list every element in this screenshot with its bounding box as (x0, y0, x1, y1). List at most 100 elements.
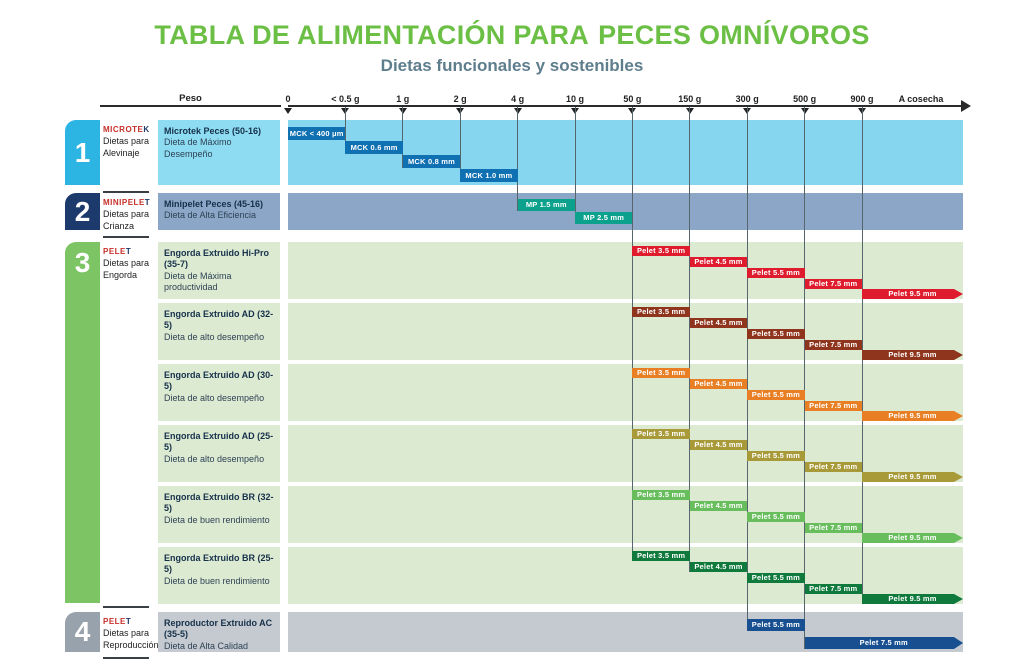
feed-size-bar: MP 2.5 mm (575, 212, 633, 224)
group-number-badge: 3 (65, 242, 100, 603)
axis-gridline (574, 107, 576, 224)
feed-size-bar-label: Pelet 4.5 mm (694, 501, 743, 510)
label-underline (103, 606, 149, 608)
product-label-card: Microtek Peces (50-16) Dieta de Máximo De… (158, 120, 280, 185)
product-desc: Dieta de alto desempeño (164, 392, 265, 403)
group-number-badge: 2 (65, 193, 100, 230)
feed-size-bar: Pelet 4.5 mm (689, 318, 748, 328)
axis-tick-label: 500 g (793, 94, 817, 104)
group-label-cell: PELET Dietas para Reproducción (103, 617, 159, 651)
category-label: Dietas para (103, 136, 150, 146)
feed-size-bar: MCK < 400 μm (288, 127, 346, 140)
axis-tick-label: 10 g (565, 94, 584, 104)
feed-size-bar-label: Pelet 9.5 mm (888, 350, 937, 359)
feed-size-bar-label: Pelet 5.5 mm (751, 573, 801, 582)
feed-size-bar: Pelet 4.5 mm (689, 257, 748, 267)
brand-label: MICROTEK (103, 125, 150, 134)
feed-size-bar-label: MP 2.5 mm (583, 213, 625, 222)
feed-size-bar: Pelet 5.5 mm (747, 619, 805, 631)
axis-tick-marker-icon (284, 108, 292, 114)
feed-size-bar: Pelet 4.5 mm (689, 440, 748, 450)
product-track (288, 425, 963, 482)
product-desc: Dieta de buen rendimiento (164, 575, 270, 586)
feed-size-bar-label: Pelet 4.5 mm (694, 257, 743, 266)
feed-size-bar-label: Pelet 9.5 mm (888, 533, 937, 542)
product-label-card: Engorda Extruido BR (25-5) Dieta de buen … (158, 547, 280, 604)
feed-size-bar: Pelet 9.5 mm (862, 350, 963, 360)
product-name: Engorda Extruido BR (25-5) (164, 553, 274, 575)
feed-size-bar: Pelet 5.5 mm (747, 268, 805, 278)
title-prefix: TABLA DE ALIMENTACIÓN PARA (154, 20, 590, 50)
feed-size-bar: Pelet 7.5 mm (804, 401, 862, 411)
category-stage-label: Alevinaje (103, 147, 140, 158)
feed-size-bar: Pelet 9.5 mm (862, 533, 963, 543)
feed-size-bar-label: Pelet 5.5 mm (751, 620, 801, 629)
product-name: Engorda Extruido AD (25-5) (164, 431, 274, 453)
feed-size-bar: Pelet 3.5 mm (632, 368, 690, 378)
page-subtitle: Dietas funcionales y sostenibles (380, 56, 644, 75)
axis-gridline (746, 107, 748, 631)
group-number-badge: 1 (65, 120, 100, 185)
feed-size-bar: Pelet 5.5 mm (747, 512, 805, 522)
axis-tick-label: 0 (285, 94, 291, 104)
feed-size-bar: Pelet 4.5 mm (689, 379, 748, 389)
feed-size-bar-label: Pelet 4.5 mm (694, 379, 743, 388)
feed-size-bar: Pelet 3.5 mm (632, 246, 690, 256)
feed-size-bar-label: Pelet 9.5 mm (888, 472, 937, 481)
brand-label: MINIPELET (103, 198, 151, 207)
axis-arrow-icon (961, 100, 971, 112)
product-track (288, 303, 963, 360)
product-track (288, 547, 963, 604)
page-title: TABLA DE ALIMENTACIÓN PARA PECES OMNÍVORO… (0, 20, 1024, 51)
feed-size-bar: MCK 1.0 mm (460, 169, 518, 182)
feed-size-bar-label: Pelet 9.5 mm (888, 594, 937, 603)
product-desc: Dieta de Máxima productividad (164, 270, 232, 292)
axis-line (288, 105, 963, 107)
feed-size-bar: Pelet 5.5 mm (747, 573, 805, 583)
product-label-card: Engorda Extruido AD (25-5) Dieta de alto … (158, 425, 280, 482)
label-underline (103, 191, 149, 193)
feed-size-bar: Pelet 7.5 mm (804, 462, 862, 472)
feed-size-bar-label: Pelet 5.5 mm (751, 512, 801, 521)
label-underline (103, 236, 149, 238)
product-label-card: Minipelet Peces (45-16) Dieta de Alta Efi… (158, 193, 280, 230)
feed-size-bar-label: Pelet 9.5 mm (888, 411, 937, 420)
axis-gridline (689, 107, 691, 572)
feed-size-bar-label: Pelet 3.5 mm (636, 429, 686, 438)
product-name: Microtek Peces (50-16) (164, 126, 262, 136)
product-desc: Dieta de alto desempeño (164, 331, 265, 342)
feed-size-bar: Pelet 4.5 mm (689, 501, 748, 511)
axis-line-left (100, 105, 281, 107)
brand-label: PELET (103, 617, 132, 626)
feed-size-bar-label: Pelet 3.5 mm (636, 490, 686, 499)
product-desc: Dieta de alto desempeño (164, 453, 265, 464)
product-label-card: Engorda Extruido AD (30-5) Dieta de alto … (158, 364, 280, 421)
product-track (288, 242, 963, 299)
feed-size-bar-label: Pelet 5.5 mm (751, 268, 801, 277)
product-name: Engorda Extruido BR (32-5) (164, 492, 274, 514)
category-label: Dietas para (103, 628, 150, 638)
product-label-card: Engorda Extruido BR (32-5) Dieta de buen … (158, 486, 280, 543)
group-label-cell: MINIPELET Dietas para Crianza (103, 198, 157, 232)
feed-size-bar: Pelet 3.5 mm (632, 429, 690, 439)
axis-tick-label: 150 g (678, 94, 702, 104)
axis-tick-label: 1 g (396, 94, 410, 104)
feed-size-bar: Pelet 7.5 mm (804, 523, 862, 533)
product-desc: Dieta de Máximo Desempeño (164, 137, 232, 159)
product-desc: Dieta de buen rendimiento (164, 514, 270, 525)
feed-size-bar: MCK 0.6 mm (345, 141, 403, 154)
feed-size-bar: Pelet 9.5 mm (862, 472, 963, 482)
feed-size-bar: Pelet 9.5 mm (862, 594, 963, 604)
category-stage-label: Crianza (103, 220, 135, 231)
feed-size-bar-label: MCK < 400 μm (289, 129, 344, 138)
feed-size-bar-label: Pelet 3.5 mm (636, 551, 686, 560)
feed-size-bar: Pelet 9.5 mm (862, 411, 963, 421)
axis-gridline (459, 107, 461, 182)
product-name: Engorda Extruido Hi-Pro (35-7) (164, 248, 270, 270)
feed-size-bar: Pelet 3.5 mm (632, 551, 690, 561)
axis-label-peso: Peso (179, 93, 202, 104)
product-name: Minipelet Peces (45-16) (164, 199, 264, 209)
group-label-cell: PELET Dietas para Engorda (103, 247, 157, 281)
feed-size-bar: Pelet 7.5 mm (804, 340, 862, 350)
